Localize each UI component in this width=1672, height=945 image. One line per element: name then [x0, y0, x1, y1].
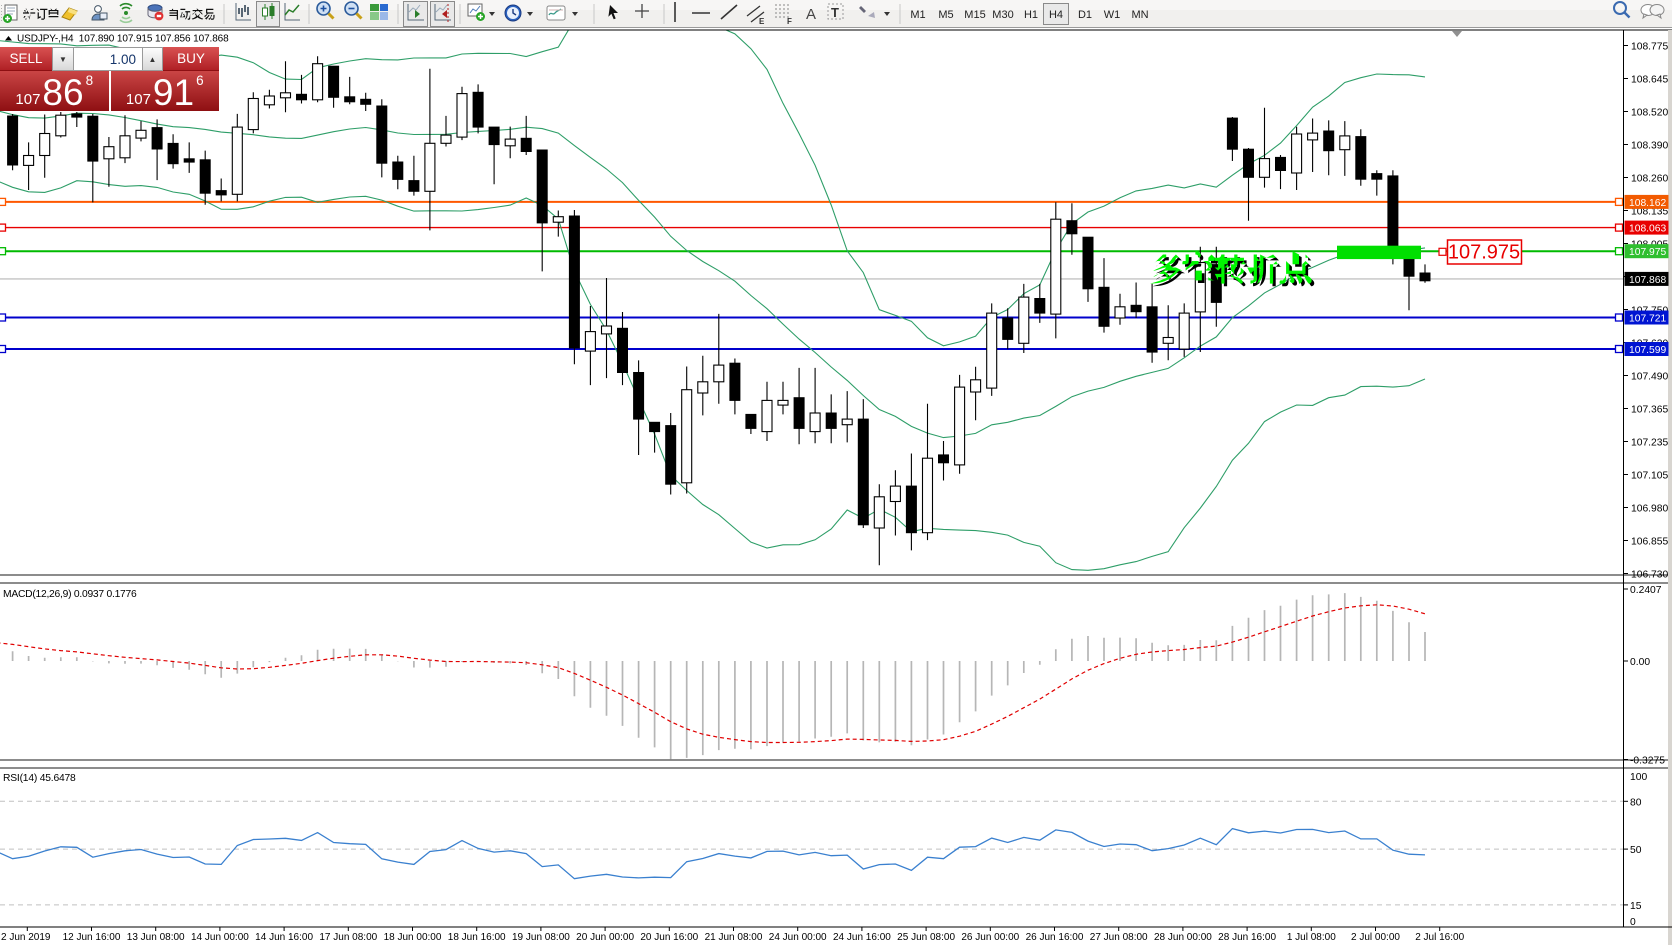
svg-text:107.868: 107.868	[1629, 275, 1666, 286]
svg-text:18 Jun 16:00: 18 Jun 16:00	[448, 932, 506, 943]
svg-text:T: T	[831, 5, 839, 20]
svg-text:13 Jun 08:00: 13 Jun 08:00	[127, 932, 185, 943]
svg-text:20 Jun 16:00: 20 Jun 16:00	[640, 932, 698, 943]
svg-text:18 Jun 00:00: 18 Jun 00:00	[384, 932, 442, 943]
svg-text:M1: M1	[910, 9, 925, 21]
svg-text:28 Jun 16:00: 28 Jun 16:00	[1218, 932, 1276, 943]
svg-text:15: 15	[1630, 901, 1642, 912]
svg-text:108.135: 108.135	[1631, 207, 1668, 218]
svg-text:107.975: 107.975	[1448, 242, 1520, 264]
svg-text:26 Jun 00:00: 26 Jun 00:00	[961, 932, 1019, 943]
svg-text:2 Jul 00:00: 2 Jul 00:00	[1351, 932, 1400, 943]
svg-text:A: A	[806, 6, 816, 23]
svg-text:24 Jun 00:00: 24 Jun 00:00	[769, 932, 827, 943]
svg-text:24 Jun 16:00: 24 Jun 16:00	[833, 932, 891, 943]
svg-text:107.975: 107.975	[1629, 247, 1666, 258]
svg-text:50: 50	[1630, 845, 1642, 856]
svg-text:106.730: 106.730	[1631, 570, 1668, 581]
svg-text:108.162: 108.162	[1629, 198, 1666, 209]
svg-text:F: F	[787, 17, 792, 26]
svg-text:26 Jun 16:00: 26 Jun 16:00	[1026, 932, 1084, 943]
svg-text:108.775: 108.775	[1631, 42, 1668, 53]
svg-text:27 Jun 08:00: 27 Jun 08:00	[1090, 932, 1148, 943]
svg-text:M30: M30	[992, 9, 1013, 21]
svg-text:20 Jun 00:00: 20 Jun 00:00	[576, 932, 634, 943]
svg-text:21 Jun 08:00: 21 Jun 08:00	[705, 932, 763, 943]
svg-text:H4: H4	[1049, 9, 1063, 21]
svg-text:106.980: 106.980	[1631, 504, 1668, 515]
svg-text:1 Jul 08:00: 1 Jul 08:00	[1287, 932, 1336, 943]
svg-text:0.2407: 0.2407	[1630, 585, 1662, 596]
svg-text:14 Jun 00:00: 14 Jun 00:00	[191, 932, 249, 943]
svg-text:E: E	[759, 17, 765, 26]
svg-text:W1: W1	[1104, 9, 1121, 21]
svg-text:107.365: 107.365	[1631, 405, 1668, 416]
svg-text:108.260: 108.260	[1631, 174, 1668, 185]
svg-text:28 Jun 00:00: 28 Jun 00:00	[1154, 932, 1212, 943]
svg-text:25 Jun 08:00: 25 Jun 08:00	[897, 932, 955, 943]
svg-text:107.599: 107.599	[1629, 345, 1666, 356]
svg-text:0: 0	[1630, 917, 1636, 928]
svg-text:MACD(12,26,9) 0.0937 0.1776: MACD(12,26,9) 0.0937 0.1776	[3, 589, 137, 600]
svg-text:14 Jun 16:00: 14 Jun 16:00	[255, 932, 313, 943]
svg-text:107.721: 107.721	[1629, 314, 1666, 325]
svg-text:RSI(14) 45.6478: RSI(14) 45.6478	[3, 773, 76, 784]
svg-text:107.235: 107.235	[1631, 438, 1668, 449]
svg-text:2 Jul 16:00: 2 Jul 16:00	[1415, 932, 1464, 943]
svg-text:106.855: 106.855	[1631, 537, 1668, 548]
svg-text:17 Jun 08:00: 17 Jun 08:00	[319, 932, 377, 943]
svg-text:-0.3275: -0.3275	[1630, 756, 1665, 767]
svg-text:MN: MN	[1131, 9, 1148, 21]
svg-text:100: 100	[1630, 772, 1647, 783]
svg-text:108.390: 108.390	[1631, 141, 1668, 152]
svg-text:19 Jun 08:00: 19 Jun 08:00	[512, 932, 570, 943]
svg-text:107.490: 107.490	[1631, 372, 1668, 383]
svg-text:0.00: 0.00	[1630, 657, 1650, 668]
svg-text:108.645: 108.645	[1631, 75, 1668, 86]
svg-text:2 Jun 2019: 2 Jun 2019	[1, 932, 51, 943]
svg-text:D1: D1	[1078, 9, 1092, 21]
svg-text:108.063: 108.063	[1629, 224, 1666, 235]
svg-text:M5: M5	[938, 9, 953, 21]
svg-text:12 Jun 16:00: 12 Jun 16:00	[63, 932, 121, 943]
svg-text:USDJPY-,H4 107.890 107.915 10: USDJPY-,H4 107.890 107.915 107.856 107.8…	[17, 34, 229, 45]
svg-text:80: 80	[1630, 797, 1642, 808]
svg-text:108.520: 108.520	[1631, 108, 1668, 119]
svg-text:H1: H1	[1024, 9, 1038, 21]
svg-text:M15: M15	[964, 9, 985, 21]
svg-text:107.105: 107.105	[1631, 471, 1668, 482]
